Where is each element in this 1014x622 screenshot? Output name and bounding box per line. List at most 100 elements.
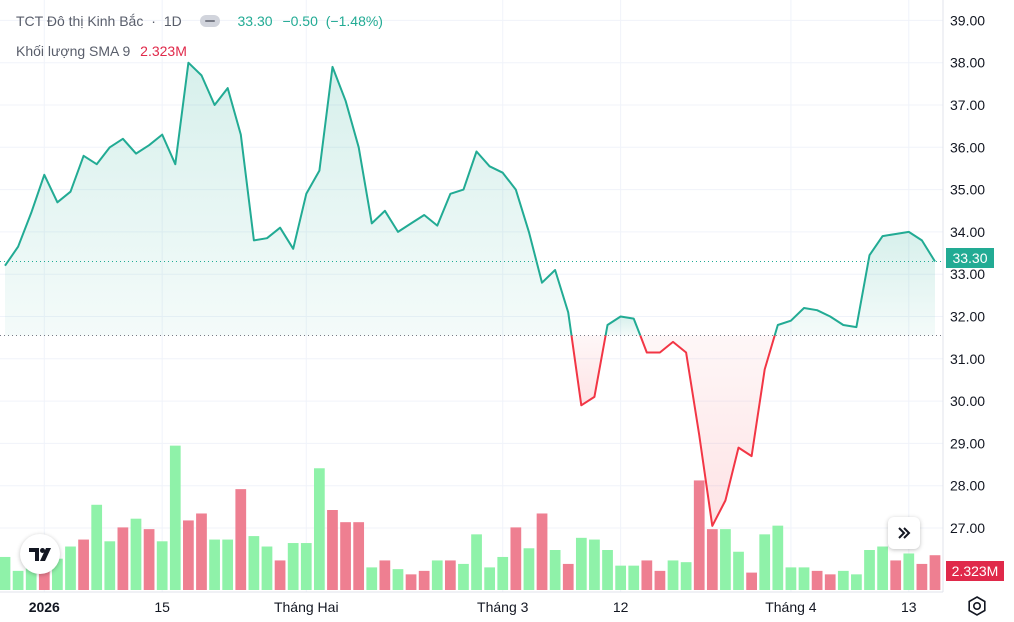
area-fill-below [640, 335, 775, 526]
volume-bar [536, 513, 548, 590]
interval-label[interactable]: 1D [163, 13, 182, 29]
volume-bar [654, 570, 666, 590]
area-fill-below [571, 335, 606, 406]
price-tick-label: 34.00 [950, 224, 985, 240]
time-tick-label: 2026 [29, 599, 60, 615]
volume-bar [340, 522, 351, 590]
volume-bar [811, 570, 823, 590]
time-axis[interactable]: 2026 15 Tháng Hai Tháng 3 12 Tháng 4 13 [29, 599, 917, 615]
volume-bar [0, 556, 11, 590]
price-line-up-segment [773, 230, 936, 336]
price-tick-label: 28.00 [950, 478, 985, 494]
volume-bar [864, 550, 875, 590]
volume-bar [562, 563, 574, 590]
time-tick-label: 12 [613, 599, 629, 615]
volume-bar [169, 445, 181, 590]
price-tick-label: 35.00 [950, 182, 985, 198]
volume-bar [300, 543, 312, 590]
price-axis[interactable]: 27.00 28.00 29.00 30.00 31.00 32.00 33.00 34.00… [950, 12, 985, 536]
price-line-up-segment [4, 61, 573, 336]
area-fill-above [5, 62, 572, 336]
volume-bar [12, 570, 24, 590]
volume-bar [183, 520, 194, 590]
volume-bar [720, 529, 731, 590]
volume-bar [25, 563, 37, 590]
tradingview-logo-icon[interactable] [20, 534, 60, 574]
volume-bar [287, 543, 299, 590]
time-tick-label: 13 [901, 599, 917, 615]
price-line-up-segment [604, 315, 642, 336]
price-line [4, 61, 936, 527]
volume-bar [916, 563, 928, 590]
volume-bar [772, 525, 784, 590]
volume-bar [680, 562, 692, 590]
volume-bar [156, 541, 168, 590]
time-tick-label: Tháng Hai [274, 599, 339, 615]
change-percent-value: (−1.48%) [325, 13, 383, 29]
price-tick-label: 27.00 [950, 520, 985, 536]
volume-bar [379, 560, 391, 590]
volume-bar [851, 574, 862, 590]
volume-indicator-value: 2.323M [140, 43, 187, 59]
volume-bar [890, 560, 902, 590]
price-tick-label: 39.00 [950, 12, 985, 28]
volume-bar [222, 539, 234, 590]
gear-icon[interactable] [966, 595, 988, 622]
volume-bar [196, 513, 207, 590]
price-tick-label: 31.00 [950, 351, 985, 367]
price-tick-label: 36.00 [950, 139, 985, 155]
volume-bar [313, 468, 325, 590]
area-fills [5, 62, 935, 526]
volume-bar [38, 560, 50, 590]
volume-bar [706, 529, 718, 590]
volume-bar [104, 541, 116, 590]
volume-bar [575, 537, 587, 590]
volume-bar [693, 480, 705, 590]
volume-bar [209, 539, 220, 590]
volume-indicator-label[interactable]: Khối lượng SMA 9 [16, 43, 131, 59]
volume-bars [0, 445, 941, 590]
volume-bar [746, 572, 757, 590]
double-chevron-right-icon [898, 527, 911, 539]
volume-bar [327, 510, 338, 590]
last-price-value: 33.30 [237, 13, 273, 29]
volume-bar [929, 555, 941, 590]
volume-bar [353, 522, 365, 590]
volume-bar [117, 527, 129, 590]
volume-bar [837, 570, 849, 590]
volume-bar [274, 560, 286, 590]
legend-volume-row: Khối lượng SMA 9 2.323M [16, 43, 187, 59]
market-status-icon[interactable] [199, 15, 220, 28]
price-line-down-segment [570, 335, 607, 407]
scroll-to-realtime-button[interactable] [888, 517, 920, 549]
price-tick-label: 37.00 [950, 97, 985, 113]
volume-bar [628, 565, 640, 590]
volume-bar [602, 550, 613, 590]
symbol-name[interactable]: TCT Đô thị Kinh Bắc [16, 13, 144, 29]
volume-bar [523, 548, 535, 590]
volume-bar [405, 574, 417, 590]
volume-bar [444, 560, 456, 590]
volume-bar [418, 570, 430, 590]
volume-value-tag: 2.323M [946, 561, 1004, 581]
volume-bar [667, 560, 679, 590]
volume-bar [78, 539, 89, 590]
area-fill-above [605, 316, 641, 336]
volume-bar [91, 504, 103, 590]
change-value: −0.50 [282, 13, 318, 29]
volume-bar [366, 567, 378, 590]
volume-bar [52, 558, 63, 590]
volume-bar [903, 553, 915, 590]
volume-bar [733, 551, 744, 590]
time-tick-label: 15 [154, 599, 170, 615]
price-tick-label: 30.00 [950, 393, 985, 409]
price-tick-label: 32.00 [950, 309, 985, 325]
time-tick-label: Tháng 3 [477, 599, 529, 615]
area-fill-above [774, 231, 935, 336]
volume-bar [130, 518, 142, 590]
price-tick-label: 33.00 [950, 266, 985, 282]
volume-bar [143, 529, 155, 590]
price-line-down-segment [639, 335, 776, 527]
volume-bar [471, 534, 482, 590]
